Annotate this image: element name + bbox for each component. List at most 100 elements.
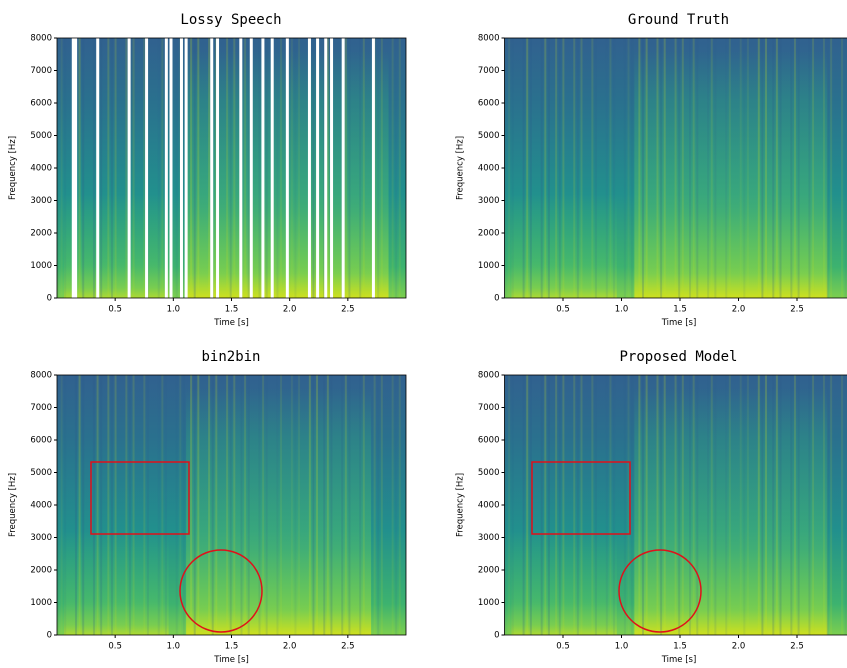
lost-frame [285, 38, 289, 298]
spectrogram-texture [826, 38, 829, 298]
spectrogram-texture [540, 375, 543, 635]
spectrogram-texture [558, 38, 561, 298]
spectrogram-texture [146, 375, 149, 635]
spectrogram-texture [398, 38, 401, 298]
spectrogram-texture [179, 375, 182, 635]
y-tick-label: 3000 [30, 533, 52, 543]
spectrogram-texture [226, 38, 229, 298]
spectrogram-texture [681, 375, 684, 635]
spectrogram-texture [623, 38, 626, 298]
highlight-box [531, 461, 631, 535]
spectrogram-texture [739, 375, 742, 635]
y-tick-label: 4000 [30, 501, 52, 511]
spectrogram-texture [728, 375, 731, 635]
spectrogram-texture [265, 375, 268, 635]
spectrogram-texture [348, 375, 351, 635]
spectrogram-texture [190, 375, 193, 635]
spectrogram-texture [182, 375, 185, 635]
spectrogram-texture [197, 375, 200, 635]
y-tick-label: 8000 [478, 34, 500, 44]
spectrogram-texture [208, 38, 211, 298]
panel: 0 1000 2000 3000 4000 5000 6000 7000 8000 0.5 1.0 1… [456, 12, 847, 328]
spectrogram-texture [576, 38, 579, 298]
spectrogram-texture [380, 375, 383, 635]
spectrogram-texture [696, 38, 699, 298]
lost-frame [164, 38, 168, 298]
spectrogram-texture [323, 375, 326, 635]
spectrogram-texture [377, 38, 380, 298]
spectrogram-texture [107, 38, 110, 298]
spectrogram-texture [540, 38, 543, 298]
spectrogram-texture [790, 38, 793, 298]
y-tick-label: 5000 [478, 468, 500, 478]
spectrogram-texture [60, 38, 63, 298]
spectrogram-texture [161, 375, 164, 635]
spectrogram-texture [316, 375, 319, 635]
lost-frame [371, 38, 375, 298]
spectrogram-texture [276, 375, 279, 635]
spectrogram-texture [822, 375, 825, 635]
spectrogram-texture [746, 375, 749, 635]
spectrogram-texture [797, 38, 800, 298]
lost-frame [316, 38, 320, 298]
spectrogram-texture [558, 375, 561, 635]
spectrogram-texture [656, 375, 659, 635]
spectrogram-texture [627, 38, 630, 298]
lost-frame [96, 38, 100, 298]
spectrogram-texture [793, 38, 796, 298]
spectrogram-texture [60, 375, 63, 635]
spectrogram-texture [244, 38, 247, 298]
spectrogram-texture [114, 38, 117, 298]
spectrogram-texture [591, 375, 594, 635]
spectrogram-texture [689, 38, 692, 298]
spectrogram-texture [344, 375, 347, 635]
spectrogram-texture [844, 375, 847, 635]
spectrogram-texture [645, 38, 648, 298]
highlight-circle [179, 549, 263, 633]
spectrogram-texture [143, 375, 146, 635]
lost-frame [330, 38, 334, 298]
spectrogram-texture [826, 375, 829, 635]
y-tick-label: 5000 [478, 131, 500, 141]
spectrogram-texture [692, 38, 695, 298]
x-tick-label: 0.5 [556, 305, 570, 315]
spectrogram-texture [193, 38, 196, 298]
y-tick-label: 8000 [478, 371, 500, 381]
spectrogram-texture [233, 375, 236, 635]
y-tick-label: 0 [494, 294, 499, 304]
spectrogram-texture [157, 38, 160, 298]
spectrogram-texture [775, 375, 778, 635]
spectrogram-texture [511, 375, 514, 635]
spectrogram-energy [63, 194, 169, 298]
lost-frame [169, 38, 173, 298]
spectrogram-texture [605, 375, 608, 635]
panel: 0 1000 2000 3000 4000 5000 6000 7000 8000 0.5 1.0 1… [8, 12, 407, 328]
spectrogram-texture [190, 38, 193, 298]
spectrogram-texture [812, 38, 815, 298]
spectrogram-texture [707, 375, 710, 635]
spectrogram-texture [765, 38, 768, 298]
spectrogram-texture [211, 375, 214, 635]
y-tick-label: 1000 [478, 261, 500, 271]
spectrogram-texture [64, 375, 67, 635]
spectrogram-texture [344, 38, 347, 298]
spectrogram-texture [544, 38, 547, 298]
spectrogram-texture [765, 375, 768, 635]
x-tick-label: 1.5 [673, 642, 687, 652]
spectrogram-texture [638, 375, 641, 635]
lost-frame [249, 38, 253, 298]
x-tick-label: 1.5 [225, 305, 239, 315]
spectrogram-texture [526, 38, 529, 298]
chart-title: Ground Truth [628, 12, 729, 28]
spectrogram-texture [631, 38, 634, 298]
spectrogram-texture [761, 375, 764, 635]
spectrogram-texture [739, 38, 742, 298]
spectrogram-texture [511, 38, 514, 298]
spectrogram-texture [663, 38, 666, 298]
spectrogram-texture [609, 375, 612, 635]
y-tick-label: 0 [47, 294, 52, 304]
spectrogram-texture [341, 375, 344, 635]
spectrogram-texture [555, 38, 558, 298]
spectrogram-texture [107, 375, 110, 635]
spectrogram-texture [710, 38, 713, 298]
